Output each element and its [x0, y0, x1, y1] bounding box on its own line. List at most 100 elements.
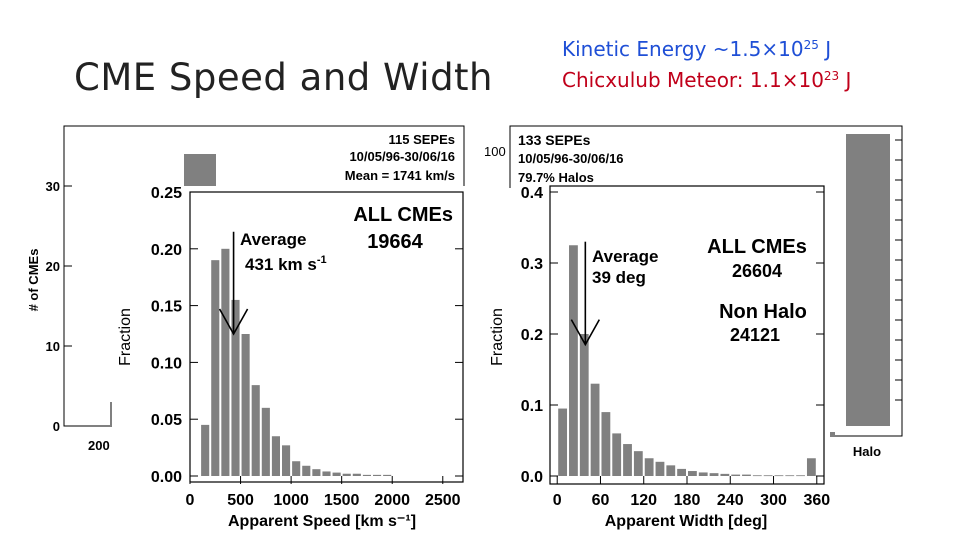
width-ytick-label: 0.4 — [521, 185, 543, 202]
sepe-speed-ytick-label: 30 — [46, 179, 60, 194]
sepe-speed-legend-count: 115 SEPEs — [389, 132, 456, 147]
width-xtick-label: 60 — [592, 492, 610, 509]
width-nonhalo-count: 24121 — [730, 325, 780, 345]
sepe-width-legend-halo: 79.7% Halos — [518, 170, 594, 185]
speed-avg-value: 431 km s-1 — [245, 254, 327, 274]
width-bar — [731, 474, 741, 476]
width-xtick-label: 240 — [717, 492, 744, 509]
width-xtick-label: 120 — [630, 492, 657, 509]
width-bar — [709, 473, 719, 476]
speed-average-arrow — [218, 231, 249, 336]
width-histogram: 0.0 0.1 0.2 0.3 0.4 0 60 120 180 240 300 360 Fracti… — [488, 185, 830, 534]
speed-bar — [282, 445, 291, 476]
sepe-speed-ylabel: # of CMEs — [26, 249, 41, 312]
sepe-speed-ytick-label: 20 — [46, 259, 60, 274]
speed-bar — [362, 474, 371, 476]
width-bar — [720, 473, 730, 476]
sepe-halo-label: Halo — [853, 444, 881, 459]
sepe-speed-ytick-label: 10 — [46, 339, 60, 354]
width-xlabel: Apparent Width [deg] — [605, 513, 768, 530]
speed-ytick-label: 0.20 — [151, 242, 182, 259]
sepe-speed-legend-dates: 10/05/96-30/06/16 — [349, 149, 455, 164]
width-bar — [688, 471, 697, 476]
speed-bar — [302, 465, 311, 476]
width-bar — [774, 475, 784, 477]
kinetic-energy-line: Kinetic Energy ~1.5×1025 J — [562, 37, 831, 61]
sepe-speed-legend-mean: Mean = 1741 km/s — [345, 168, 455, 183]
speed-bar — [221, 248, 230, 476]
speed-bar — [251, 385, 260, 476]
speed-all-count: 19664 — [367, 231, 423, 253]
speed-bar — [211, 260, 220, 476]
width-avg-value: 39 deg — [592, 268, 646, 287]
width-xtick-label: 360 — [803, 492, 830, 509]
width-bar — [785, 475, 795, 477]
width-ytick-label: 0.2 — [521, 327, 543, 344]
meteor-energy-exponent: 23 — [823, 69, 840, 83]
sepe-width-legend-count: 133 SEPEs — [518, 132, 591, 148]
sepe-nonhalo-bar — [829, 432, 835, 436]
width-bar — [633, 451, 643, 476]
sepe-width-ytick: 100 — [484, 144, 506, 159]
speed-histogram: 0.00 0.05 0.10 0.15 0.20 0.25 0 500 1000 1500 2000… — [112, 185, 470, 534]
speed-bar — [383, 474, 392, 476]
width-bar — [601, 412, 611, 476]
speed-xtick-label: 2000 — [374, 492, 410, 509]
width-bar — [590, 383, 600, 476]
speed-ytick-label: 0.05 — [151, 412, 182, 429]
kinetic-energy-exponent: 25 — [803, 38, 819, 52]
width-average-arrow — [570, 241, 601, 347]
speed-bar — [271, 436, 280, 476]
width-avg-label: Average — [592, 247, 658, 266]
width-ytick-label: 0.1 — [521, 398, 543, 415]
speed-ytick-label: 0.15 — [151, 299, 182, 316]
speed-xtick-label: 2500 — [425, 492, 461, 509]
speed-ylabel: Fraction — [117, 308, 134, 366]
width-bar — [763, 475, 773, 477]
meteor-energy-unit: J — [839, 68, 852, 92]
speed-bar — [261, 407, 270, 476]
sepe-speed-ytick-label: 0 — [53, 419, 60, 434]
meteor-energy-line: Chicxulub Meteor: 1.1×1023 J — [562, 68, 851, 92]
width-ytick-label: 0.3 — [521, 256, 543, 273]
speed-bar — [322, 471, 331, 476]
speed-ytick-label: 0.10 — [151, 355, 182, 372]
width-bar — [742, 474, 751, 476]
width-bar — [698, 472, 708, 476]
kinetic-energy-unit: J — [818, 37, 832, 61]
width-arrow-head — [570, 319, 601, 347]
speed-ytick-label: 0.25 — [151, 185, 182, 202]
speed-bar — [342, 473, 351, 476]
speed-bar — [231, 299, 240, 476]
speed-xtick-label: 1000 — [273, 492, 309, 509]
sepe-halo-bar — [846, 134, 890, 426]
sepe-width-legend-dates: 10/05/96-30/06/16 — [518, 151, 624, 166]
speed-bar — [312, 469, 321, 476]
speed-all-label: ALL CMEs — [353, 204, 453, 226]
meteor-energy-label: Chicxulub Meteor: 1.1×10 — [562, 68, 824, 92]
speed-bar — [292, 461, 301, 476]
width-bar — [579, 334, 589, 476]
width-bar — [644, 458, 654, 476]
width-bar — [558, 408, 568, 476]
width-xtick-label: 300 — [760, 492, 787, 509]
kinetic-energy-label: Kinetic Energy ~1.5×10 — [562, 37, 804, 61]
width-bar — [806, 458, 816, 476]
speed-plot-frame — [189, 191, 464, 483]
width-bar — [655, 461, 665, 476]
speed-bar — [373, 474, 382, 476]
speed-bar — [241, 334, 250, 476]
width-nonhalo-label: Non Halo — [719, 301, 807, 323]
width-ytick-label: 0.0 — [521, 469, 543, 486]
width-bar — [666, 465, 676, 476]
width-bar — [612, 433, 622, 476]
sepe-speed-xtick: 200 — [88, 438, 110, 453]
width-xtick-label: 0 — [553, 492, 562, 509]
speed-xtick-label: 1500 — [324, 492, 360, 509]
width-bar — [623, 444, 632, 476]
speed-bar — [352, 473, 361, 476]
speed-xtick-label: 0 — [186, 492, 195, 509]
width-all-label: ALL CMEs — [707, 236, 807, 258]
width-all-count: 26604 — [732, 261, 782, 281]
